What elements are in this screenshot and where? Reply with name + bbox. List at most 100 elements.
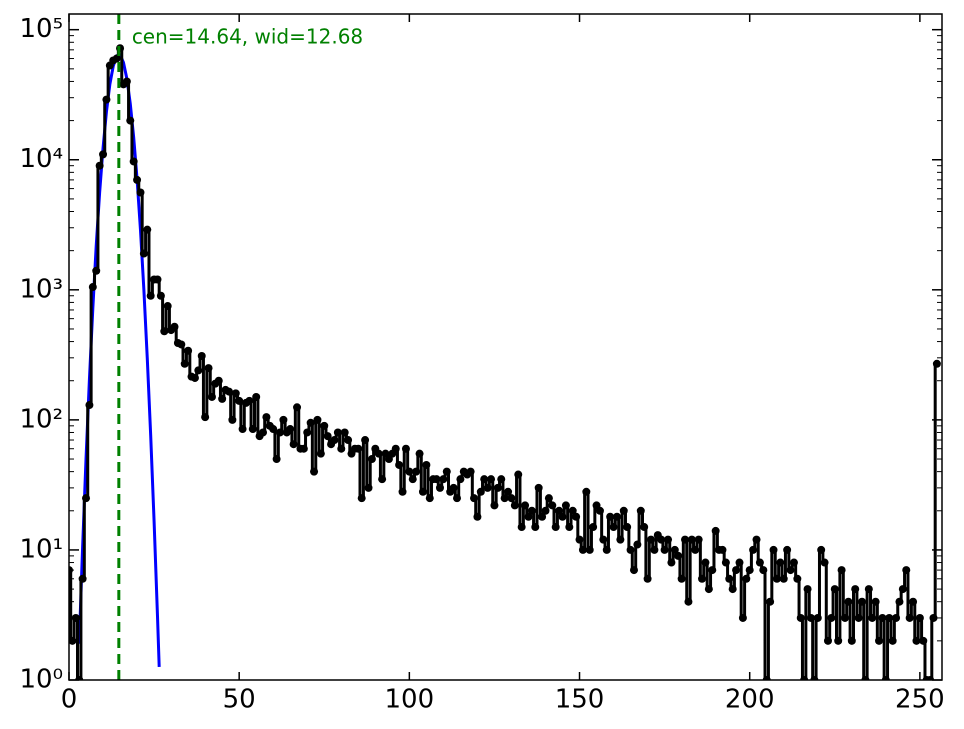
data-point [184, 346, 193, 355]
data-point [698, 574, 707, 583]
data-point [847, 636, 856, 645]
data-point [487, 475, 496, 484]
data-point [871, 597, 880, 606]
data-point [810, 676, 819, 680]
data-point [902, 566, 911, 575]
data-point [170, 322, 179, 331]
data-point [231, 389, 240, 398]
data-point [629, 566, 638, 575]
data-point [776, 558, 785, 567]
data-point [718, 545, 727, 554]
y-tick-label: 10¹ [19, 534, 63, 564]
data-point [129, 157, 138, 166]
data-point [834, 636, 843, 645]
data-point [701, 558, 710, 567]
data-point [616, 535, 625, 544]
y-tick-label: 10⁵ [19, 14, 63, 44]
data-point [786, 566, 795, 575]
y-tick-label: 10³ [19, 274, 63, 304]
data-point [122, 77, 131, 86]
data-point [721, 558, 730, 567]
data-point [793, 574, 802, 583]
data-point [660, 545, 669, 554]
y-tick-label: 10⁴ [19, 144, 63, 174]
data-point [830, 585, 839, 594]
data-point [599, 535, 608, 544]
data-point [156, 291, 165, 300]
data-point [197, 351, 206, 360]
data-point [595, 506, 604, 515]
data-point [71, 613, 80, 622]
data-point [738, 613, 747, 622]
data-point [99, 150, 108, 159]
data-point [330, 436, 339, 445]
data-point [932, 359, 941, 368]
data-point [851, 585, 860, 594]
data-point [909, 597, 918, 606]
data-point [578, 545, 587, 554]
data-point [333, 428, 342, 437]
data-point [575, 535, 584, 544]
data-point [303, 428, 312, 437]
data-point [711, 526, 720, 535]
data-point [439, 475, 448, 484]
data-point [858, 597, 867, 606]
data-point [728, 585, 737, 594]
data-point [204, 364, 213, 373]
data-point [841, 613, 849, 622]
data-point [133, 175, 142, 184]
x-tick-label: 0 [61, 685, 78, 715]
data-point [667, 558, 676, 567]
data-point [585, 545, 594, 554]
annotation: cen=14.64, wid=12.68 [132, 25, 363, 49]
data-point [800, 676, 809, 680]
data-point [224, 387, 233, 396]
data-point [320, 421, 329, 430]
data-point [806, 613, 815, 622]
data-point [704, 585, 713, 594]
data-point [412, 467, 421, 476]
data-point [527, 506, 536, 515]
data-point [364, 483, 373, 492]
data-point [269, 425, 278, 434]
data-point [844, 597, 853, 606]
data-point [817, 545, 826, 554]
data-point [218, 394, 227, 403]
data-point [361, 436, 370, 445]
data-point [633, 540, 642, 549]
data-point [687, 535, 696, 544]
data-point [201, 413, 210, 422]
data-point [664, 535, 673, 544]
data-point [524, 512, 533, 521]
data-point [252, 392, 261, 401]
data-point [262, 413, 271, 422]
x-tick-label: 50 [223, 685, 256, 715]
data-point [367, 455, 376, 464]
data-point [286, 425, 295, 434]
data-point [112, 54, 121, 63]
data-point [470, 494, 479, 503]
data-point [289, 440, 298, 449]
data-point [313, 415, 322, 424]
data-point [691, 545, 700, 554]
data-point [190, 373, 199, 382]
data-point [626, 545, 635, 554]
data-point [102, 95, 111, 104]
data-point [555, 506, 564, 515]
data-point [568, 506, 577, 515]
data-point [88, 283, 97, 292]
data-point [272, 455, 281, 464]
data-point [919, 636, 928, 645]
data-point [136, 188, 145, 197]
data-point [306, 418, 315, 427]
data-point [623, 523, 632, 532]
data-point [235, 396, 244, 405]
data-point [619, 506, 628, 515]
data-point [582, 487, 591, 496]
data-point [401, 444, 410, 453]
data-point [483, 483, 492, 492]
data-point [476, 487, 485, 496]
data-point [820, 558, 829, 567]
data-point [803, 585, 812, 594]
